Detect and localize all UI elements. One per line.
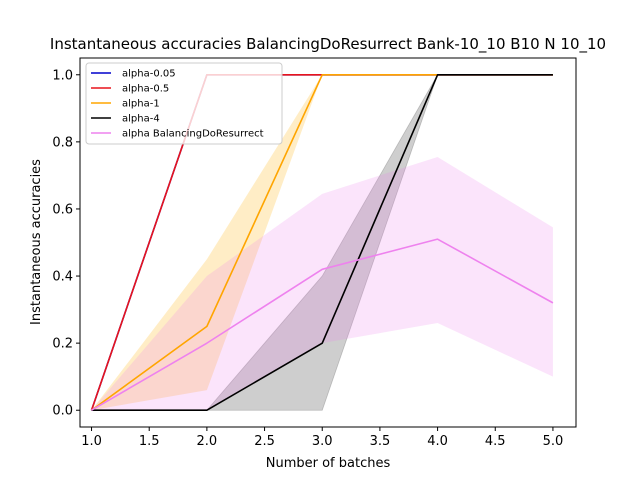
y-tick-label: 0.8 <box>52 135 73 150</box>
line-alpha-4 <box>91 73 553 412</box>
legend-label-alpha-1: alpha-1 <box>122 99 160 110</box>
y-tick-label: 0.6 <box>52 202 73 217</box>
x-tick-label: 2.5 <box>254 434 275 449</box>
x-tick-label: 1.0 <box>81 434 102 449</box>
legend: alpha-0.05 alpha-0.5 alpha-1 alpha-4 alpha B… <box>85 62 283 145</box>
x-tick-label: 2.0 <box>197 434 218 449</box>
chart-title: Instantaneous accuracies BalancingDoResu… <box>50 35 606 54</box>
y-tick-label: 0.2 <box>52 337 73 352</box>
y-tick-label: 0.4 <box>52 270 73 285</box>
band-alpha-balancingdoresurrect <box>91 156 553 411</box>
legend-label-alpha-4: alpha-4 <box>122 114 160 125</box>
legend-label-alpha-balancingdoresurrect: alpha BalancingDoResurrect <box>122 129 264 140</box>
y-tick-label: 0.0 <box>52 404 73 419</box>
legend-box <box>85 62 283 145</box>
y-axis-ticks: 0.0 0.2 0.4 0.6 0.8 1.0 <box>52 68 80 419</box>
legend-label-alpha-0-5: alpha-0.5 <box>122 84 169 95</box>
x-tick-label: 3.0 <box>312 434 333 449</box>
x-tick-label: 3.5 <box>370 434 391 449</box>
line-alpha-balancingdoresurrect <box>91 238 554 411</box>
x-tick-label: 4.5 <box>485 434 506 449</box>
y-axis-title: Instantaneous accuracies <box>29 159 44 325</box>
x-axis-title: Number of batches <box>266 456 391 471</box>
x-axis-ticks: 1.0 1.5 2.0 2.5 3.0 3.5 4.0 4.5 5.0 <box>81 427 563 449</box>
legend-label-alpha-0-05: alpha-0.05 <box>122 69 176 80</box>
y-tick-label: 1.0 <box>52 68 73 83</box>
series-lines <box>90 73 554 412</box>
plot-area <box>79 57 577 428</box>
x-tick-label: 1.5 <box>139 434 160 449</box>
legend-items: alpha-0.05 alpha-0.5 alpha-1 alpha-4 alpha B… <box>91 69 264 140</box>
x-tick-label: 4.0 <box>427 434 448 449</box>
x-tick-label: 5.0 <box>543 434 564 449</box>
